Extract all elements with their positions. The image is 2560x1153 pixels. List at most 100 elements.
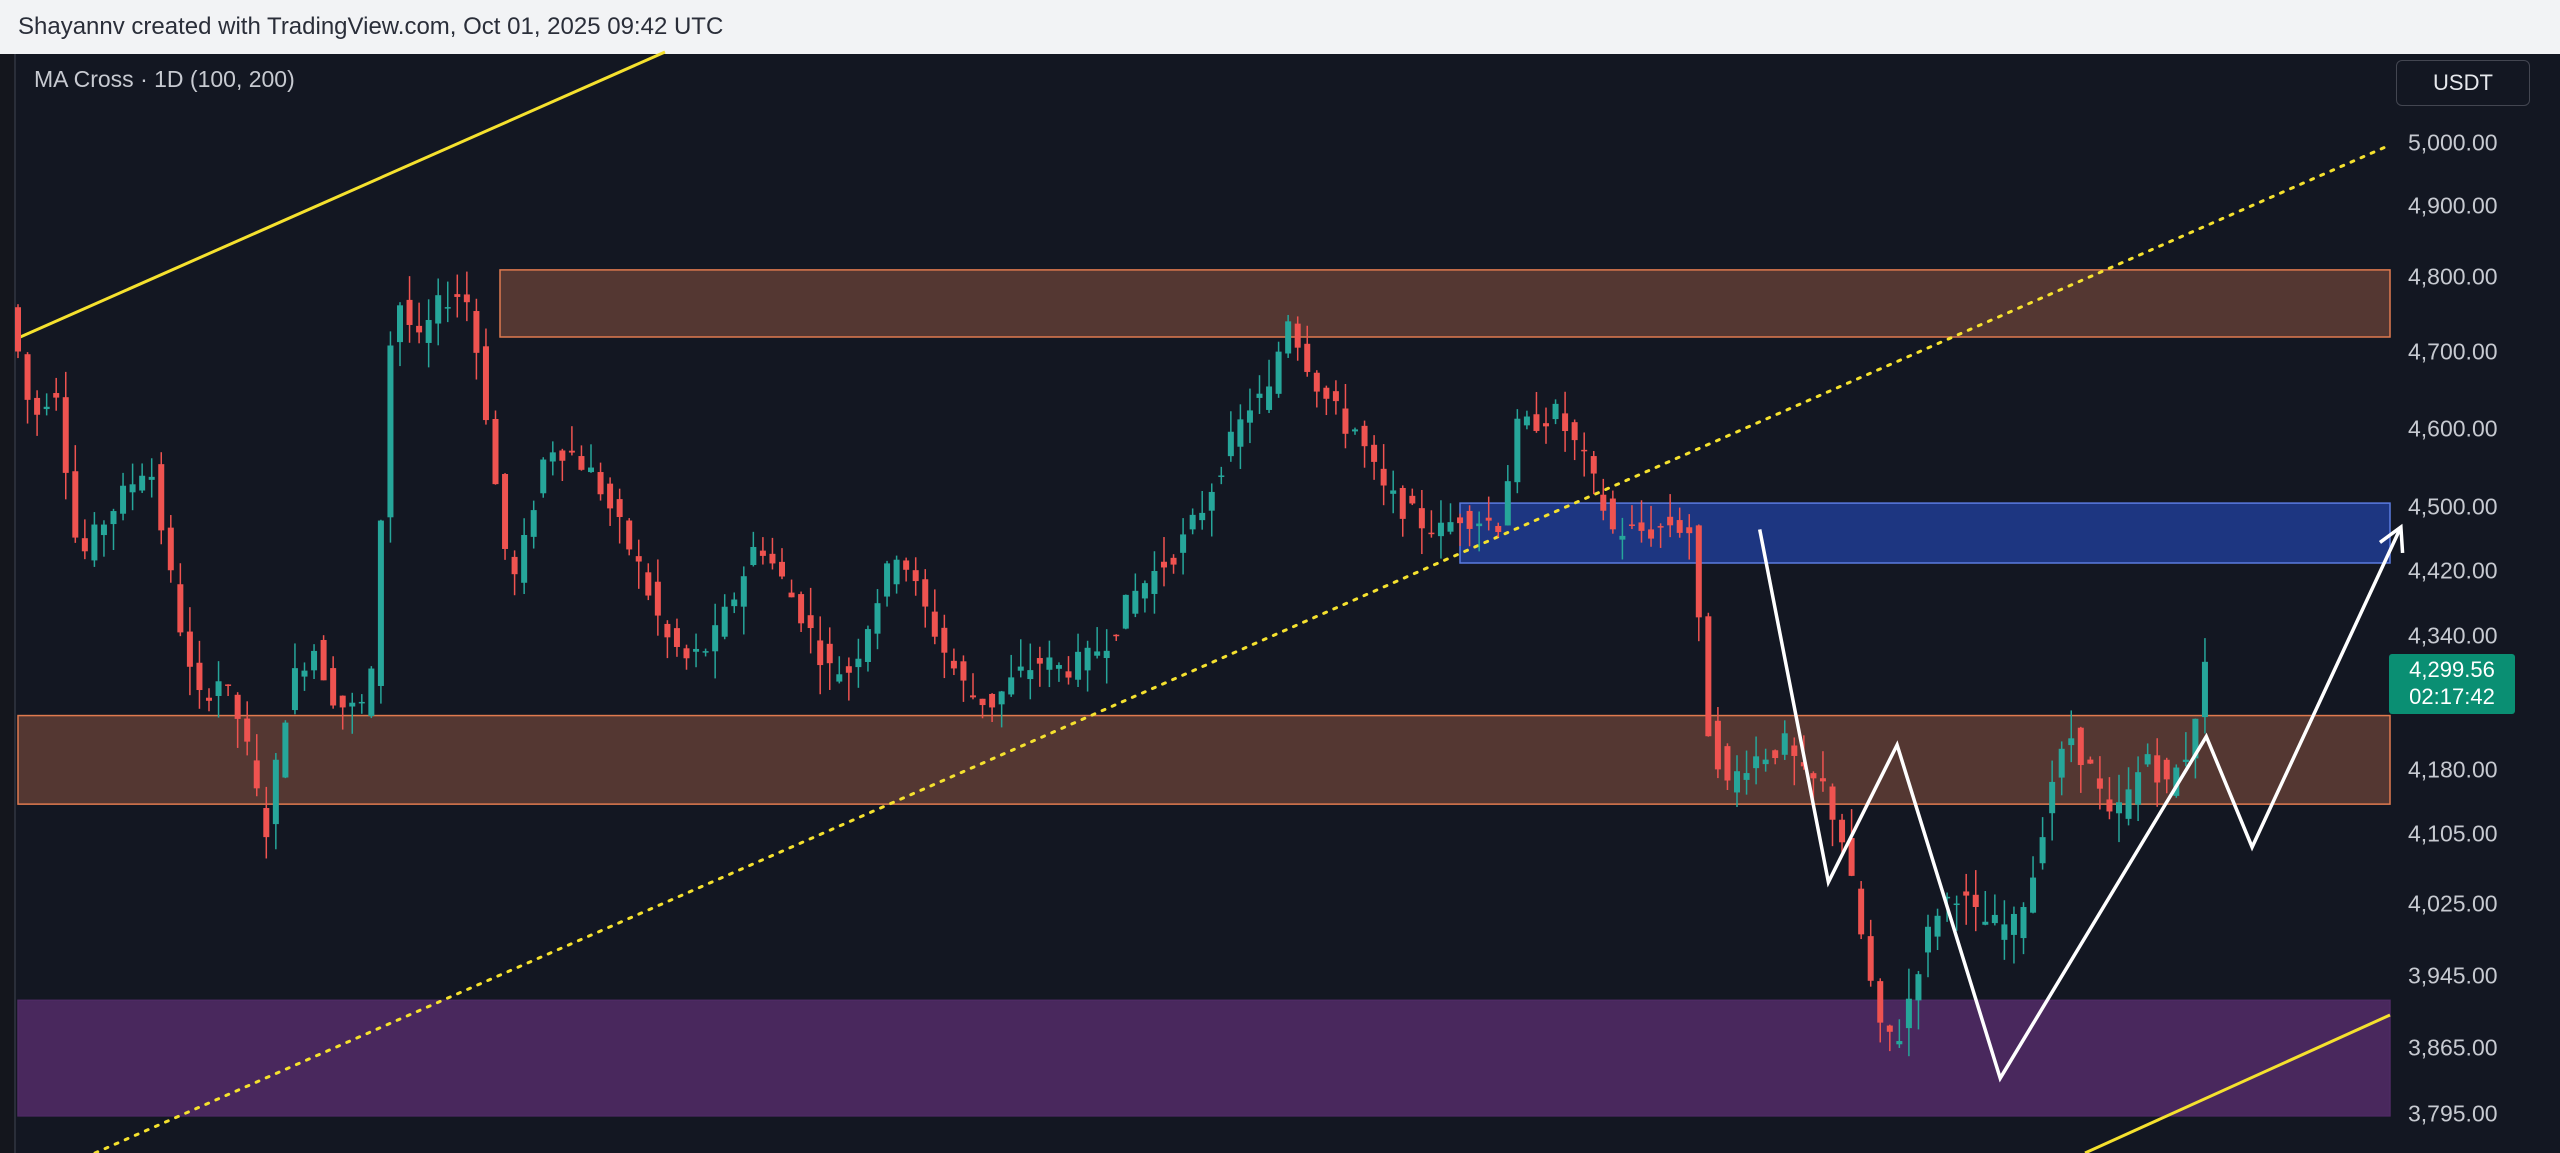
candle (1791, 737, 1798, 786)
candle (120, 472, 127, 521)
candle-body (874, 603, 881, 634)
candle (1332, 380, 1339, 415)
candle-body (2192, 718, 2199, 759)
channel-lower-line (2084, 1013, 2391, 1153)
candle-body (330, 668, 337, 706)
candle (158, 452, 165, 545)
axis-tick-label: 4,900.00 (2408, 192, 2498, 219)
candle (750, 531, 757, 567)
candle (129, 463, 136, 511)
candle-body (2116, 802, 2122, 814)
candle (502, 473, 509, 560)
candle (311, 644, 318, 680)
candle (2135, 756, 2142, 822)
candle-body (1581, 449, 1588, 452)
axis-tick-label: 4,420.00 (2408, 557, 2498, 584)
zigzag-pattern-line (1757, 526, 2403, 1083)
candle (225, 684, 232, 697)
candle (616, 488, 623, 544)
candle-body (358, 701, 365, 704)
candle-body (845, 666, 852, 673)
candle (2182, 732, 2189, 767)
candle-body (1199, 512, 1206, 521)
currency-selector[interactable]: USDT (2396, 60, 2530, 106)
candle (1266, 359, 1273, 414)
candle-body (1504, 481, 1511, 526)
candle-body (397, 305, 403, 343)
candle (1342, 383, 1349, 449)
candle (817, 616, 824, 695)
candle-body (769, 553, 776, 564)
candle-body (301, 670, 308, 677)
candle (1648, 505, 1655, 547)
candle-body (43, 406, 50, 410)
channel-midline-dotted (93, 143, 2392, 1153)
candle (1772, 749, 1779, 765)
candle-body (950, 660, 957, 669)
candle-body (1982, 921, 1989, 925)
candle (1180, 518, 1187, 575)
candle-body (817, 640, 824, 666)
candle (416, 302, 423, 344)
candle (148, 458, 155, 498)
candle (826, 627, 833, 690)
candle-body (387, 345, 394, 518)
candle-body (1180, 534, 1187, 553)
candle-body (884, 563, 891, 597)
candle (950, 648, 957, 676)
candle (1466, 505, 1473, 547)
candle (1867, 919, 1874, 987)
candle (1753, 736, 1760, 785)
candle (1103, 629, 1110, 684)
candle (454, 274, 461, 318)
candle (1141, 580, 1148, 613)
indicator-legend[interactable]: MA Cross · 1D (100, 200) (34, 66, 295, 92)
candle-body (1791, 745, 1798, 756)
candle-body (912, 570, 919, 582)
candle-body (1151, 571, 1158, 594)
candle (2106, 777, 2113, 820)
candle-body (683, 648, 690, 659)
candle (721, 594, 728, 640)
candle-body (444, 307, 451, 309)
candle-body (1323, 387, 1330, 399)
candle-body (1084, 647, 1091, 671)
axis-tick-label: 4,600.00 (2408, 415, 2498, 442)
candle-body (597, 472, 604, 495)
candle (2087, 756, 2094, 765)
candle-body (1543, 423, 1549, 427)
candle (1590, 451, 1597, 495)
candle-body (1944, 896, 1951, 899)
candle (1676, 507, 1683, 538)
candle (1447, 503, 1454, 535)
chart-frame[interactable] (14, 54, 2560, 1153)
candle-body (1953, 903, 1960, 906)
candle (1925, 914, 1931, 978)
candle-body (826, 643, 833, 664)
candle (970, 673, 976, 700)
candle (1428, 510, 1435, 538)
candle (301, 662, 308, 691)
candle-body (903, 560, 910, 570)
candle-body (349, 702, 356, 707)
candle-body (2049, 781, 2056, 814)
candle-body (1905, 998, 1912, 1029)
candle (1619, 517, 1626, 560)
candle (597, 462, 604, 501)
candle (759, 537, 766, 565)
candle (463, 271, 470, 322)
candle (1734, 755, 1740, 808)
candle-body (549, 452, 556, 462)
candle-body (158, 464, 165, 531)
candle-body (473, 311, 480, 353)
candle (1877, 978, 1884, 1043)
candle (2154, 738, 2161, 807)
candle (2192, 718, 2199, 779)
candle (2125, 767, 2132, 826)
candle (1094, 627, 1101, 659)
candle-body (2068, 738, 2075, 746)
candle-body (1523, 416, 1530, 426)
candle-body (1571, 422, 1578, 441)
candle (769, 537, 776, 570)
